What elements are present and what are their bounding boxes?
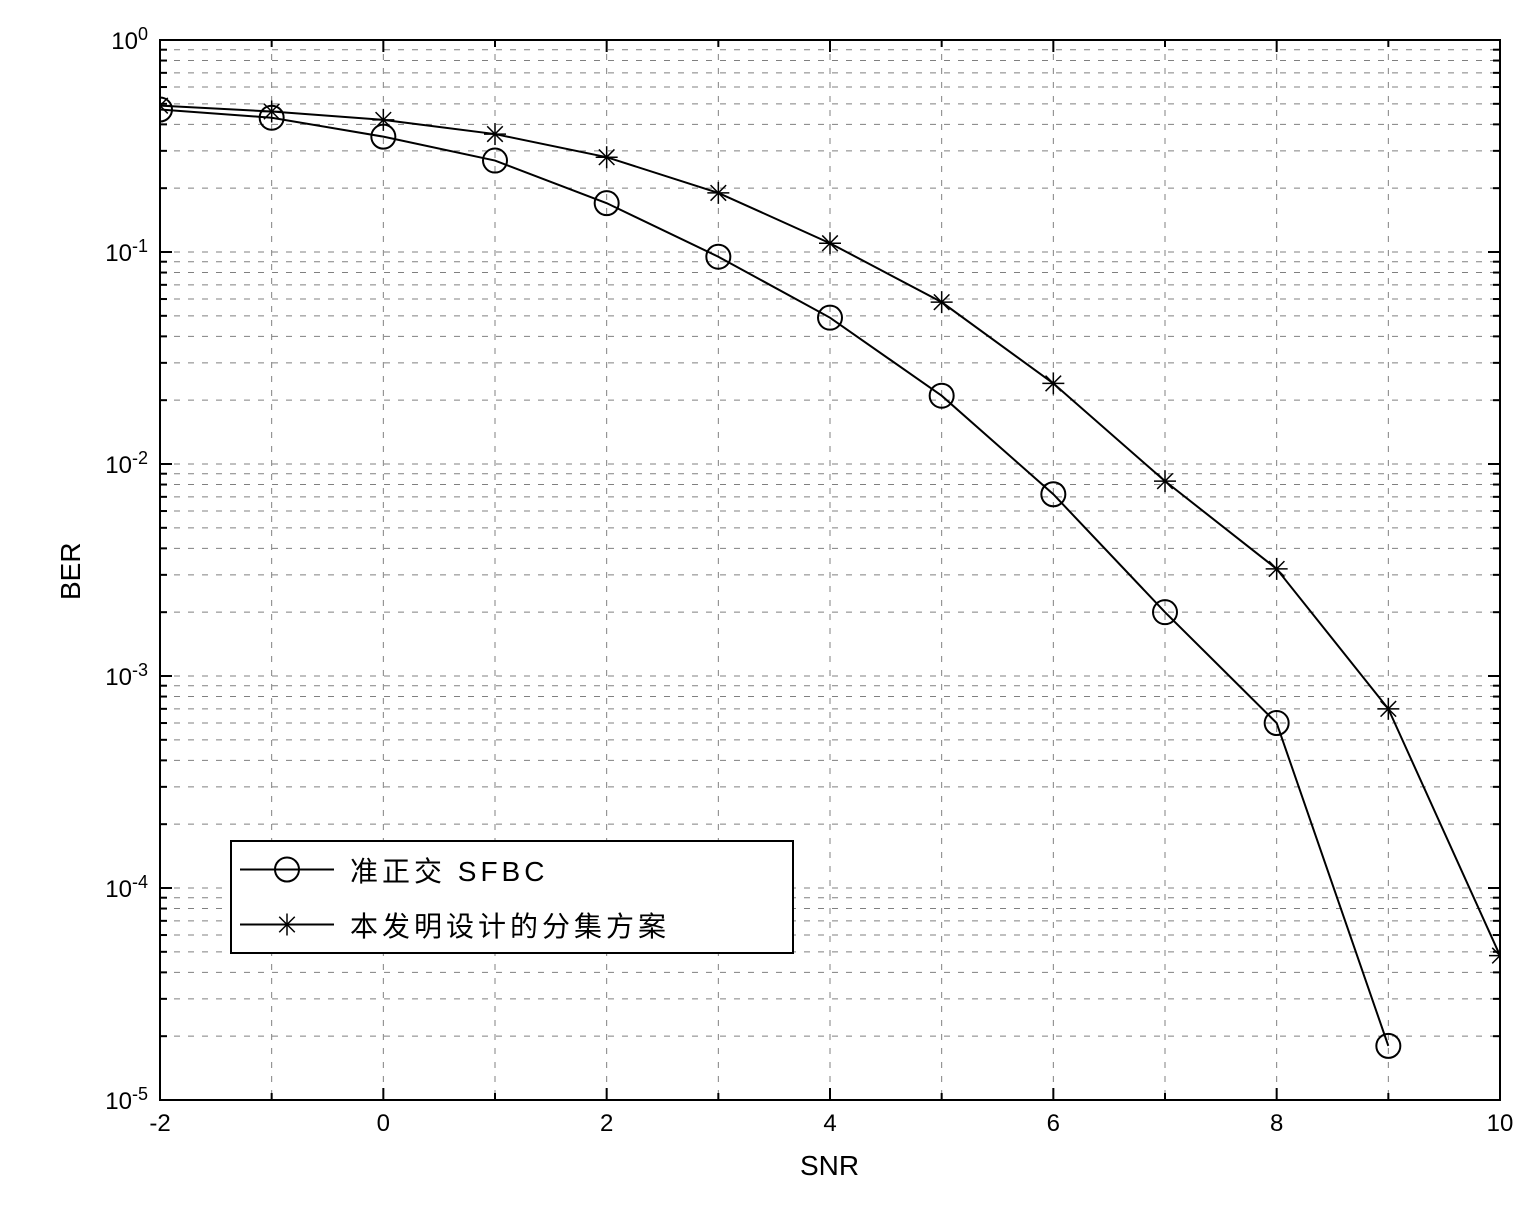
x-axis-label: SNR bbox=[800, 1150, 859, 1182]
legend-label-0: 准正交 SFBC bbox=[342, 850, 548, 890]
x-tick-label: -2 bbox=[149, 1110, 170, 1138]
y-tick-label: 10-1 bbox=[105, 236, 148, 268]
y-tick-label: 10-3 bbox=[105, 660, 148, 692]
legend-sample-1 bbox=[232, 897, 342, 952]
chart-svg bbox=[0, 0, 1528, 1220]
y-tick-label: 10-4 bbox=[105, 872, 148, 904]
x-tick-label: 2 bbox=[600, 1110, 613, 1138]
x-tick-label: 6 bbox=[1047, 1110, 1060, 1138]
x-tick-label: 8 bbox=[1270, 1110, 1283, 1138]
ber-vs-snr-chart: BER SNR -2 0 2 4 6 8 10 100 10-1 10-2 10-3 10-4 10-5… bbox=[0, 0, 1528, 1220]
x-tick-label: 0 bbox=[377, 1110, 390, 1138]
y-tick-label: 10-5 bbox=[105, 1084, 148, 1116]
legend-row: 本发明设计的分集方案 bbox=[232, 897, 792, 952]
legend-sample-0 bbox=[232, 842, 342, 897]
legend-row: 准正交 SFBC bbox=[232, 842, 792, 897]
y-tick-label: 100 bbox=[111, 24, 148, 56]
x-tick-label: 4 bbox=[823, 1110, 836, 1138]
y-tick-label: 10-2 bbox=[105, 448, 148, 480]
legend-label-1: 本发明设计的分集方案 bbox=[342, 905, 670, 945]
y-axis-label: BER bbox=[55, 542, 87, 600]
legend: 准正交 SFBC 本发明设计的分集方案 bbox=[230, 840, 794, 954]
x-tick-label: 10 bbox=[1487, 1110, 1514, 1138]
